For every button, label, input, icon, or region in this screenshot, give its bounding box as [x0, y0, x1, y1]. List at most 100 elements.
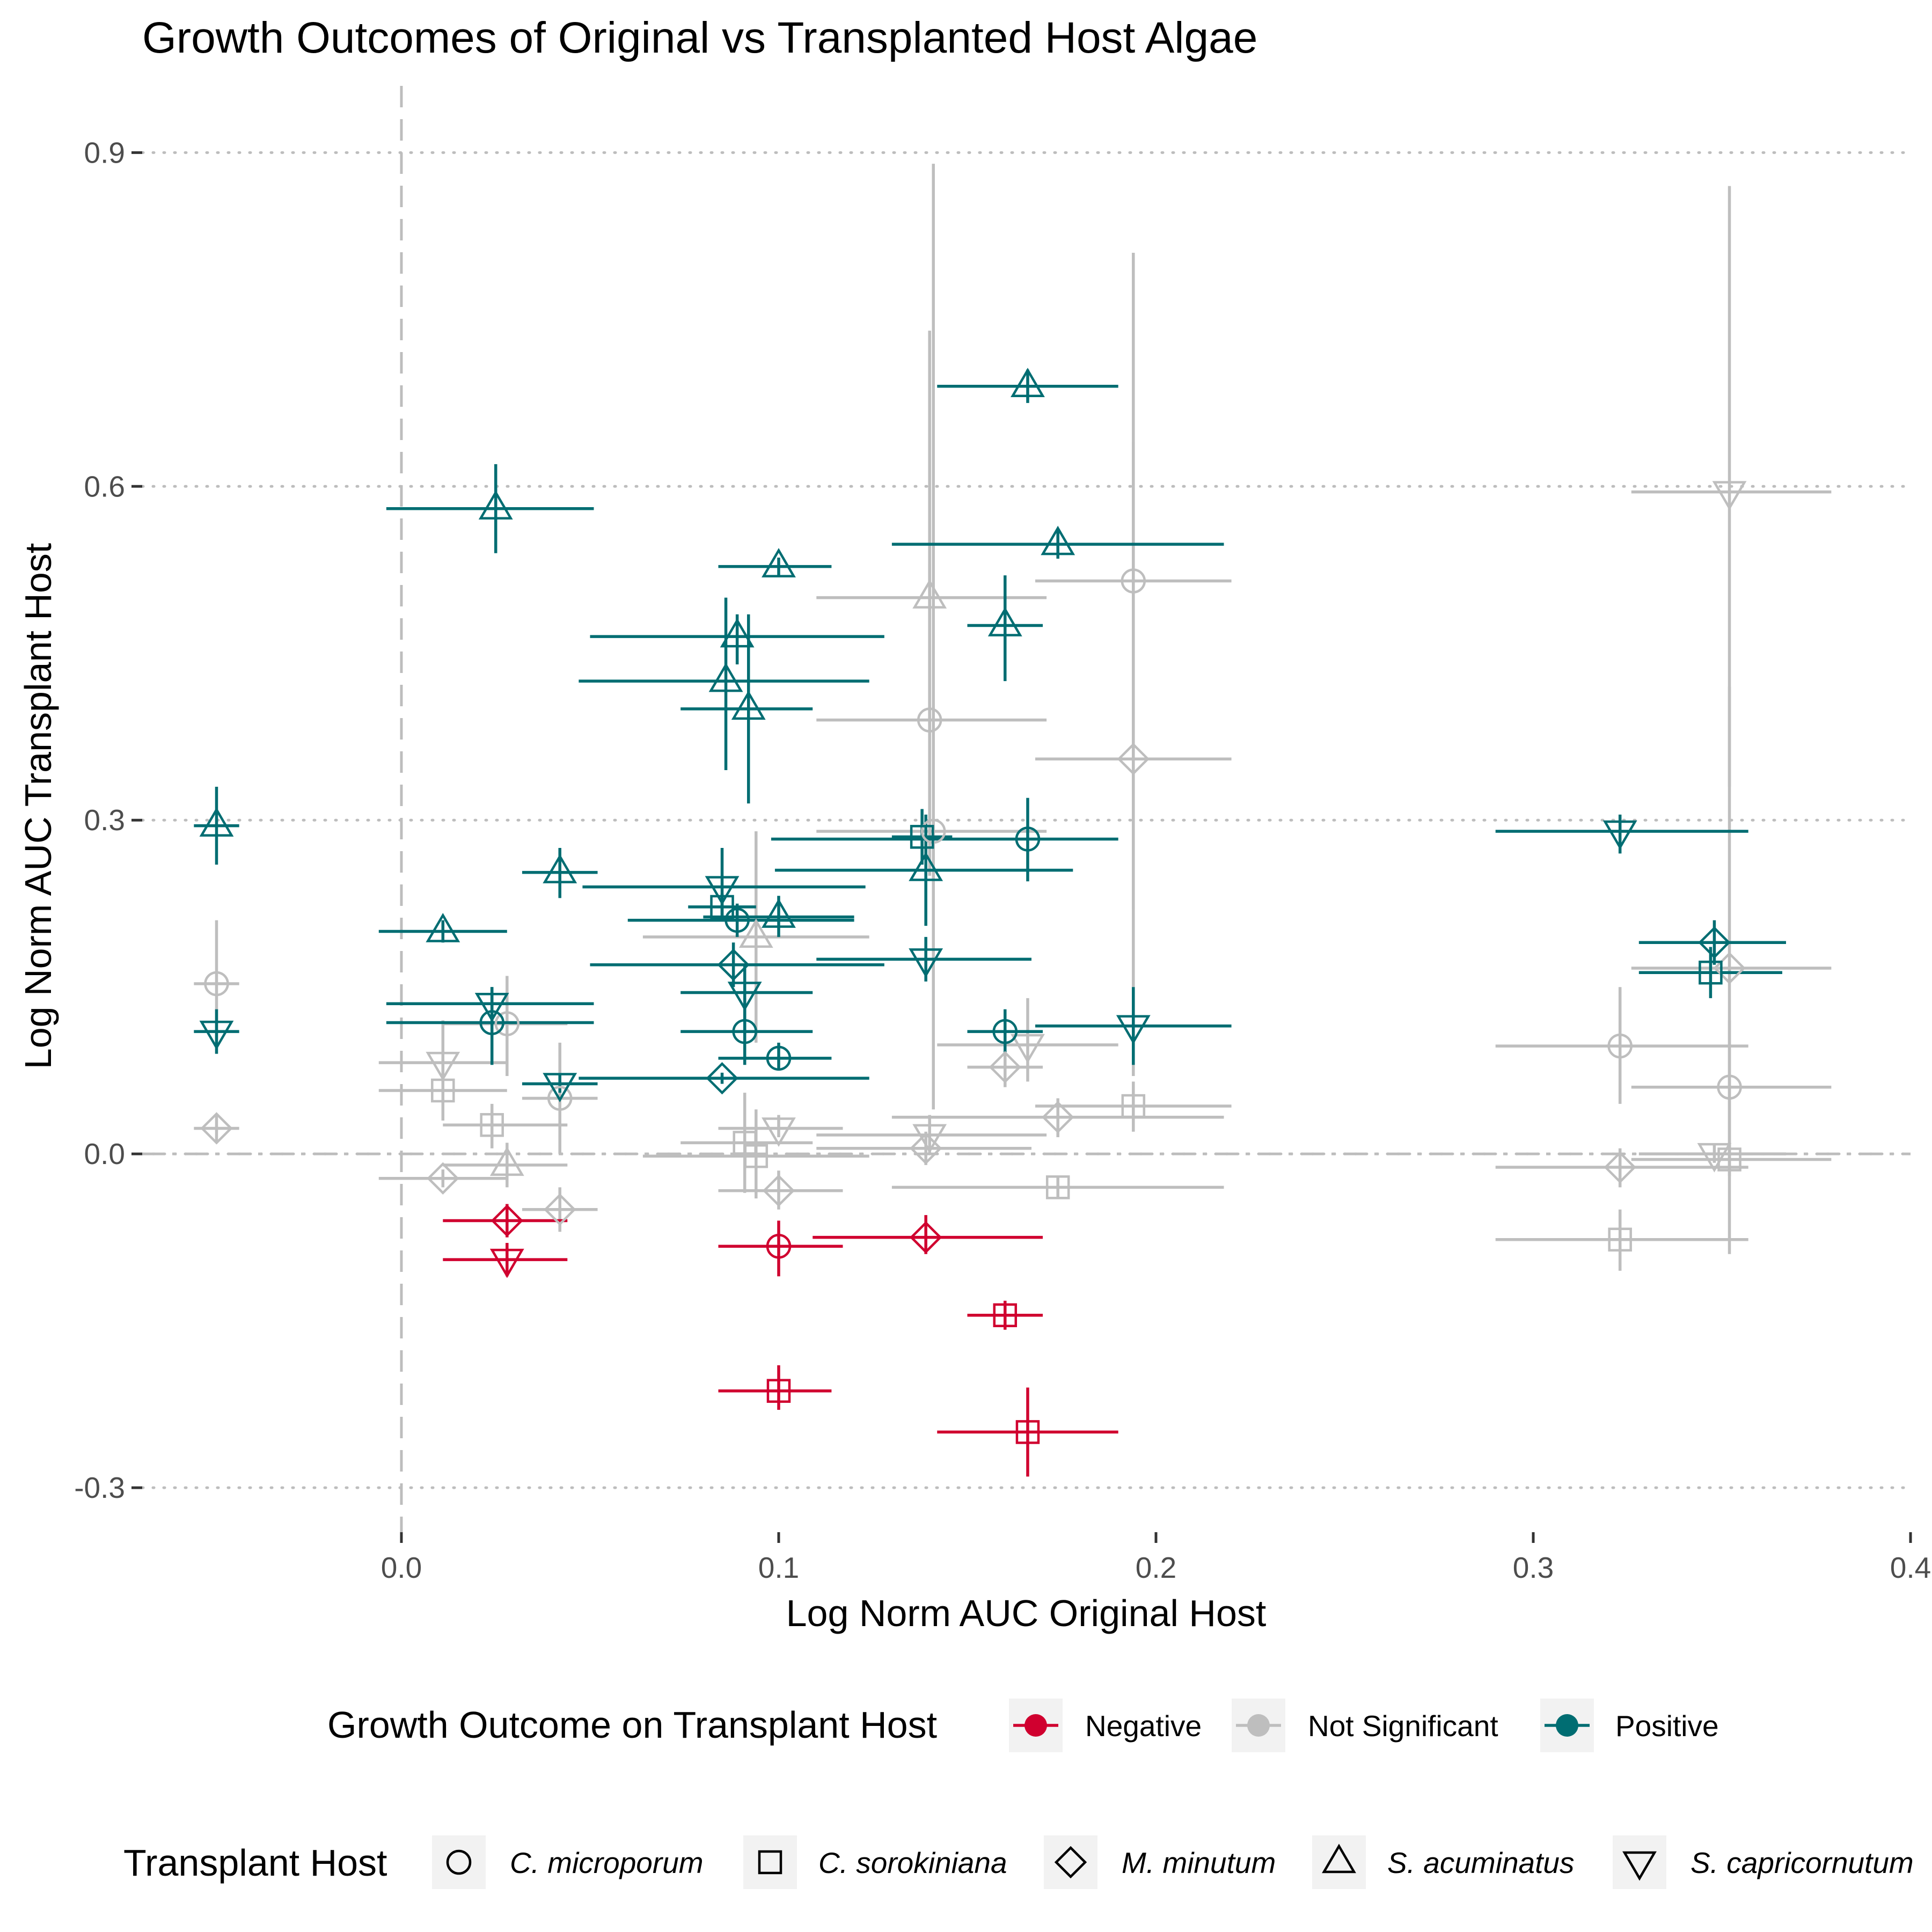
legend-key-background — [743, 1835, 797, 1889]
legend-key-not-significant — [1232, 1699, 1285, 1752]
point-marker — [762, 898, 796, 928]
errorbar-positive — [579, 597, 869, 770]
point-s-capricornutum-positive — [199, 1020, 234, 1050]
point-s-acuminatus-positive — [478, 490, 513, 520]
point-marker — [717, 948, 750, 981]
point-marker — [766, 1379, 791, 1403]
point-marker — [706, 1062, 738, 1095]
point-marker — [200, 1112, 233, 1145]
point-s-acuminatus-positive — [708, 662, 743, 692]
errorbar-positive — [582, 848, 866, 920]
point-marker — [1608, 1227, 1632, 1252]
errorbar-not-significant — [378, 1169, 507, 1188]
point-c-microporum-positive — [732, 1019, 757, 1044]
point-m-minutum-negative — [909, 1221, 942, 1254]
point-s-capricornutum-positive — [727, 982, 762, 1012]
point-marker — [1713, 952, 1746, 985]
point-c-sorokiniana-not-significant — [1045, 1175, 1070, 1199]
legend-key-background — [432, 1835, 486, 1889]
point-marker — [547, 1086, 573, 1111]
errorbar-negative — [937, 1387, 1118, 1477]
legend-label-s-capricornutum: S. capricornutum — [1690, 1846, 1914, 1879]
legend-key-s-capricornutum — [1613, 1835, 1666, 1889]
point-marker — [543, 1073, 577, 1103]
point-marker — [731, 690, 766, 720]
x-tick-label: 0.0 — [381, 1551, 422, 1584]
point-marker — [489, 1248, 524, 1278]
point-marker — [917, 707, 942, 733]
point-s-capricornutum-positive — [909, 948, 943, 978]
errorbar-positive — [378, 920, 507, 943]
point-s-acuminatus-positive — [543, 854, 577, 883]
point-s-acuminatus-positive — [199, 807, 234, 837]
point-s-capricornutum-not-significant — [762, 1117, 796, 1147]
point-m-minutum-not-significant — [909, 1132, 942, 1165]
legend-key-shape — [446, 1849, 472, 1875]
point-s-acuminatus-positive — [987, 606, 1022, 636]
point-marker — [738, 918, 773, 948]
point-marker — [544, 1193, 576, 1226]
point-marker — [705, 876, 740, 906]
errorbar-positive — [194, 787, 239, 865]
point-c-microporum-not-significant — [547, 1086, 573, 1111]
point-marker — [1602, 820, 1637, 850]
point-marker — [1121, 568, 1146, 594]
reference-lines — [142, 86, 1911, 1532]
x-axis: 0.0 0.1 0.2 0.3 0.4 — [381, 1532, 1931, 1584]
point-s-acuminatus-positive — [1011, 368, 1045, 397]
errorbar-not-significant — [816, 564, 1047, 876]
data-markers — [199, 368, 1747, 1444]
errorbar-positive — [1638, 947, 1782, 998]
legend-key-background — [1044, 1835, 1097, 1889]
point-s-acuminatus-positive — [762, 548, 796, 577]
y-axis-title: Log Norm AUC Transplant Host — [17, 543, 59, 1069]
point-marker — [909, 1221, 942, 1254]
legend-key-negative — [1009, 1699, 1063, 1752]
legend-key-positive — [1540, 1699, 1594, 1752]
errorbar-positive — [771, 797, 1118, 882]
x-tick-label: 0.2 — [1136, 1551, 1176, 1584]
point-m-minutum-not-significant — [544, 1193, 576, 1226]
point-s-capricornutum-positive — [705, 876, 740, 906]
point-marker — [427, 1162, 459, 1195]
point-m-minutum-positive — [717, 948, 750, 981]
point-marker — [993, 1303, 1018, 1327]
point-marker — [1604, 1151, 1636, 1184]
errorbar-not-significant — [1638, 1145, 1787, 1163]
legend-outcome: Growth Outcome on Transplant Host Negati… — [327, 1699, 1719, 1752]
errorbar-positive — [386, 987, 594, 1021]
point-m-minutum-not-significant — [200, 1112, 233, 1145]
point-c-sorokiniana-negative — [1015, 1420, 1040, 1444]
legend-key-dot — [1024, 1714, 1047, 1737]
point-c-microporum-positive — [992, 1019, 1018, 1044]
point-marker — [909, 852, 943, 881]
legend-host-title: Transplant Host — [123, 1842, 387, 1884]
point-marker — [1607, 1033, 1633, 1059]
point-marker — [1042, 1101, 1074, 1133]
legend-key-background — [1312, 1835, 1366, 1889]
point-c-sorokiniana-not-significant — [480, 1113, 504, 1137]
errorbar-not-significant — [378, 1020, 507, 1082]
point-s-capricornutum-not-significant — [426, 1051, 460, 1081]
point-marker — [744, 1144, 769, 1168]
point-c-sorokiniana-not-significant — [744, 1144, 769, 1168]
legend-key-background — [1613, 1835, 1666, 1889]
x-tick-label: 0.4 — [1890, 1551, 1931, 1584]
point-c-microporum-positive — [1015, 826, 1041, 852]
point-marker — [1116, 1015, 1151, 1045]
point-marker — [543, 854, 577, 883]
point-c-microporum-negative — [766, 1233, 792, 1259]
legend-label-m-minutum: M. minutum — [1122, 1846, 1276, 1879]
point-marker — [909, 1132, 942, 1165]
point-c-microporum-not-significant — [1607, 1033, 1633, 1059]
point-c-microporum-not-significant — [494, 1011, 520, 1036]
point-marker — [710, 895, 734, 919]
y-tick-label: 0.6 — [84, 470, 125, 503]
legend-label-s-acuminatus: S. acuminatus — [1387, 1846, 1575, 1879]
point-c-microporum-positive — [724, 908, 750, 933]
errorbar-positive — [1035, 987, 1232, 1065]
legend-key-c-microporum — [432, 1835, 486, 1889]
y-tick-label: 0.0 — [84, 1137, 125, 1170]
point-marker — [727, 982, 762, 1012]
